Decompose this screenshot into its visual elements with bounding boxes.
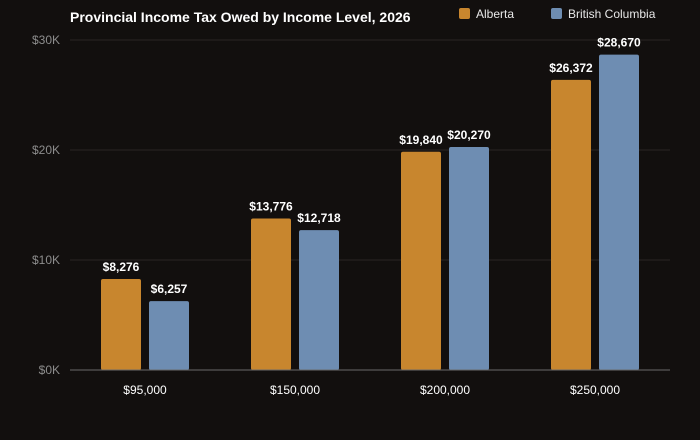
bar-value-label: $13,776 (249, 199, 293, 213)
bar-british-columbia (299, 230, 339, 370)
bar-value-label: $28,670 (597, 36, 641, 50)
y-tick-label: $30K (32, 33, 60, 47)
bar-alberta (251, 218, 291, 370)
x-tick-label: $250,000 (570, 383, 620, 397)
x-tick-label: $95,000 (123, 383, 167, 397)
chart-title: Provincial Income Tax Owed by Income Lev… (70, 9, 411, 25)
y-tick-label: $0K (39, 363, 60, 377)
x-tick-label: $150,000 (270, 383, 320, 397)
bar-alberta (401, 151, 441, 370)
legend-label: British Columbia (568, 7, 656, 21)
bar-alberta (551, 79, 591, 371)
legend-swatch (551, 8, 562, 19)
y-axis: $0K $10K $20K $30K (32, 33, 60, 377)
bar-value-label: $8,276 (103, 260, 140, 274)
bar-british-columbia (599, 54, 639, 370)
bar-british-columbia (449, 147, 489, 370)
bar-british-columbia (149, 301, 189, 370)
legend-swatch (459, 8, 470, 19)
bar-labels: $8,276 $6,257 $13,776 $12,718 $19,840 $20,270… (103, 36, 641, 297)
bar-value-label: $20,270 (447, 128, 491, 142)
bars (101, 54, 639, 371)
legend-label: Alberta (476, 7, 514, 21)
y-tick-label: $20K (32, 143, 60, 157)
bar-value-label: $26,372 (549, 61, 593, 75)
bar-value-label: $19,840 (399, 133, 443, 147)
x-tick-label: $200,000 (420, 383, 470, 397)
bar-value-label: $12,718 (297, 211, 341, 225)
x-axis: $95,000 $150,000 $200,000 $250,000 (123, 383, 620, 397)
bar-value-label: $6,257 (151, 282, 188, 296)
y-tick-label: $10K (32, 253, 60, 267)
bar-alberta (101, 278, 141, 370)
legend: Alberta British Columbia (459, 7, 656, 21)
